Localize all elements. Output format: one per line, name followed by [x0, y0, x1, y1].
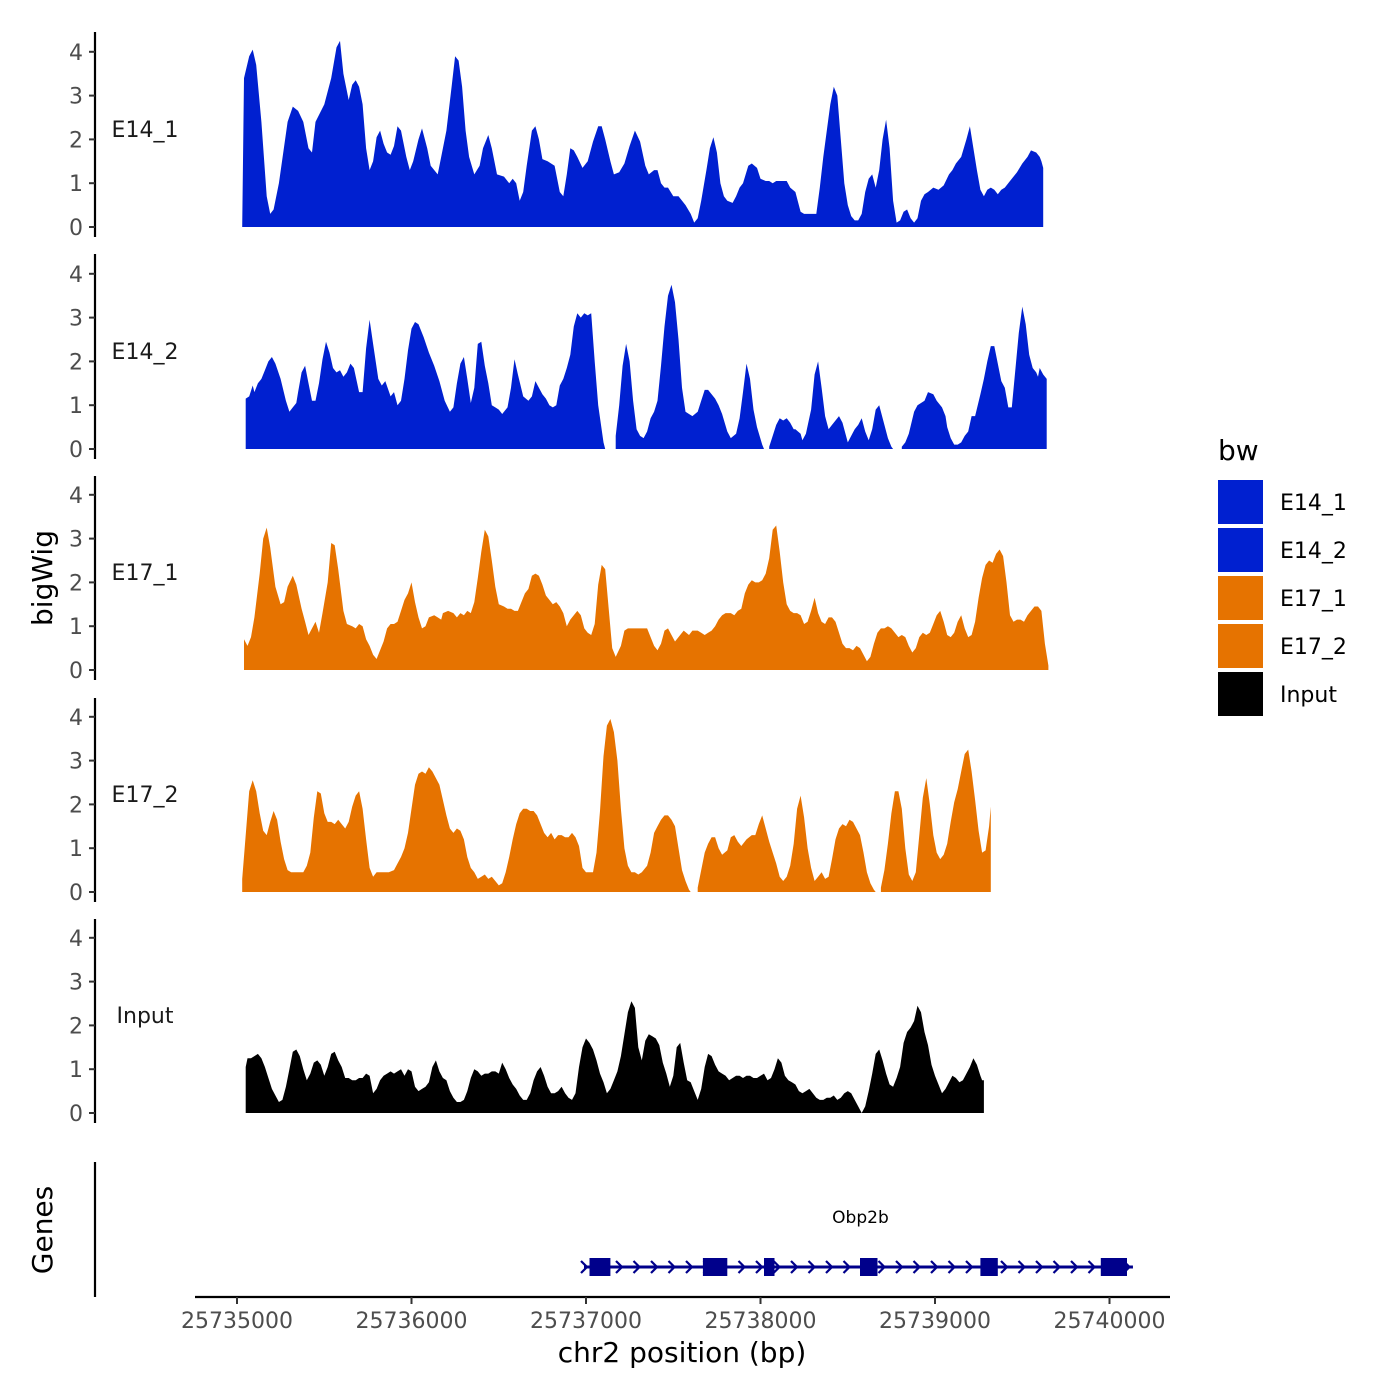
y-tick-label: 4 [69, 41, 83, 66]
gene-label: Obp2b [832, 1208, 889, 1228]
legend-label-E14_2: E14_2 [1280, 539, 1347, 564]
legend-label-E17_1: E17_1 [1280, 587, 1347, 612]
strand-arrow [877, 1260, 887, 1274]
y-tick-label: 1 [69, 837, 83, 862]
strand-arrow [912, 1260, 922, 1274]
y-tick-label: 2 [69, 128, 83, 153]
y-tick-label: 2 [69, 793, 83, 818]
track-E17_2: 0 1 2 3 4 E17_2 [69, 698, 991, 906]
track-E14_1: 0 1 2 3 4 E14_1 [69, 32, 1044, 241]
track-label: E14_2 [112, 340, 179, 365]
strand-arrow [790, 1260, 799, 1274]
exon-block [589, 1258, 611, 1276]
y-tick-label: 3 [69, 971, 83, 996]
x-tick-label: 25738000 [705, 1309, 817, 1334]
strand-arrow [807, 1260, 817, 1274]
strand-arrow [685, 1260, 694, 1274]
track-Input: 0 1 2 3 4 Input [69, 919, 984, 1127]
y-tick-label: 1 [69, 1058, 83, 1083]
coverage-area-E17_1 [244, 525, 1049, 670]
x-axis: 25735000 25736000 25737000 25738000 25739000… [181, 1295, 1170, 1334]
y-tick-label: 0 [69, 216, 83, 241]
y-tick-label: 2 [69, 1014, 83, 1039]
y-tick-label: 3 [69, 307, 83, 332]
y-tick-label: 2 [69, 350, 83, 375]
exon-block [764, 1258, 775, 1276]
strand-arrow [632, 1260, 642, 1274]
y-tick-label: 4 [69, 484, 83, 509]
strand-arrow [947, 1260, 957, 1274]
x-tick-label: 25737000 [530, 1309, 642, 1334]
legend-title: bw [1218, 434, 1259, 467]
x-tick-label: 25736000 [356, 1309, 468, 1334]
y-tick-label: 0 [69, 881, 83, 906]
coverage-area-E17_2 [242, 719, 991, 892]
exon-block [702, 1258, 728, 1276]
strand-arrow [842, 1260, 852, 1274]
legend-swatch-E14_1 [1218, 480, 1263, 524]
strand-arrow [825, 1260, 834, 1274]
track-label: Input [117, 1004, 174, 1029]
legend-swatch-E17_1 [1218, 576, 1263, 620]
strand-arrow [650, 1260, 659, 1274]
strand-arrow [615, 1260, 624, 1274]
strand-arrow [1017, 1260, 1027, 1274]
strand-arrow [895, 1260, 904, 1274]
gene-panel-title: Genes [26, 1186, 59, 1274]
y-tick-label: 4 [69, 263, 83, 288]
coverage-area-E14_2 [245, 284, 1047, 449]
exon-block [980, 1258, 998, 1276]
y-tick-label: 3 [69, 85, 83, 110]
coverage-area-E14_1 [242, 40, 1044, 228]
x-tick-label: 25735000 [181, 1309, 293, 1334]
track-label: E17_2 [112, 783, 179, 808]
legend-label-E14_1: E14_1 [1280, 491, 1347, 516]
strand-arrow [1070, 1260, 1079, 1274]
x-axis-title: chr2 position (bp) [558, 1336, 807, 1369]
y-tick-label: 3 [69, 528, 83, 553]
y-tick-label: 4 [69, 927, 83, 952]
y-tick-label: 0 [69, 1102, 83, 1127]
strand-arrow [737, 1260, 747, 1274]
y-tick-label: 4 [69, 706, 83, 731]
gene-panel: Obp2b [93, 1162, 1133, 1297]
y-tick-label: 1 [69, 394, 83, 419]
y-tick-label: 3 [69, 750, 83, 775]
track-label: E17_1 [112, 561, 179, 586]
legend: E14_1 E14_2 E17_1 E17_2 Input [1218, 480, 1347, 716]
strand-arrow [1000, 1260, 1009, 1274]
y-tick-label: 1 [69, 172, 83, 197]
strand-arrow [930, 1260, 939, 1274]
strand-arrow [1052, 1260, 1062, 1274]
track-E17_1: 0 1 2 3 4 E17_1 [69, 476, 1049, 684]
strand-arrow [1087, 1260, 1097, 1274]
legend-swatch-Input [1218, 672, 1263, 716]
track-E14_2: 0 1 2 3 4 E14_2 [69, 254, 1047, 463]
exon-block [1100, 1258, 1127, 1276]
strand-arrow [965, 1260, 974, 1274]
track-label: E14_1 [112, 118, 179, 143]
y-axis-title: bigWig [26, 530, 59, 626]
strand-arrow [755, 1260, 764, 1274]
legend-label-Input: Input [1280, 683, 1337, 708]
strand-arrow [1035, 1260, 1044, 1274]
legend-swatch-E17_2 [1218, 624, 1263, 668]
x-tick-label: 25739000 [879, 1309, 991, 1334]
strand-arrow [580, 1260, 589, 1274]
exon-block [860, 1258, 878, 1276]
y-tick-label: 2 [69, 571, 83, 596]
y-tick-label: 1 [69, 615, 83, 640]
coverage-area-Input [245, 1001, 984, 1113]
y-tick-label: 0 [69, 438, 83, 463]
legend-swatch-E14_2 [1218, 528, 1263, 572]
x-tick-label: 25740000 [1054, 1309, 1166, 1334]
coverage-tracks: 0 1 2 3 4 E14_1 0 1 2 3 4 E14_2 0 1 2 3 4 E17_1 0 1 2 3 4 E17_2… [69, 32, 1049, 1127]
legend-label-E17_2: E17_2 [1280, 635, 1347, 660]
strand-arrow [772, 1260, 782, 1274]
y-tick-label: 0 [69, 659, 83, 684]
strand-arrow [667, 1260, 677, 1274]
